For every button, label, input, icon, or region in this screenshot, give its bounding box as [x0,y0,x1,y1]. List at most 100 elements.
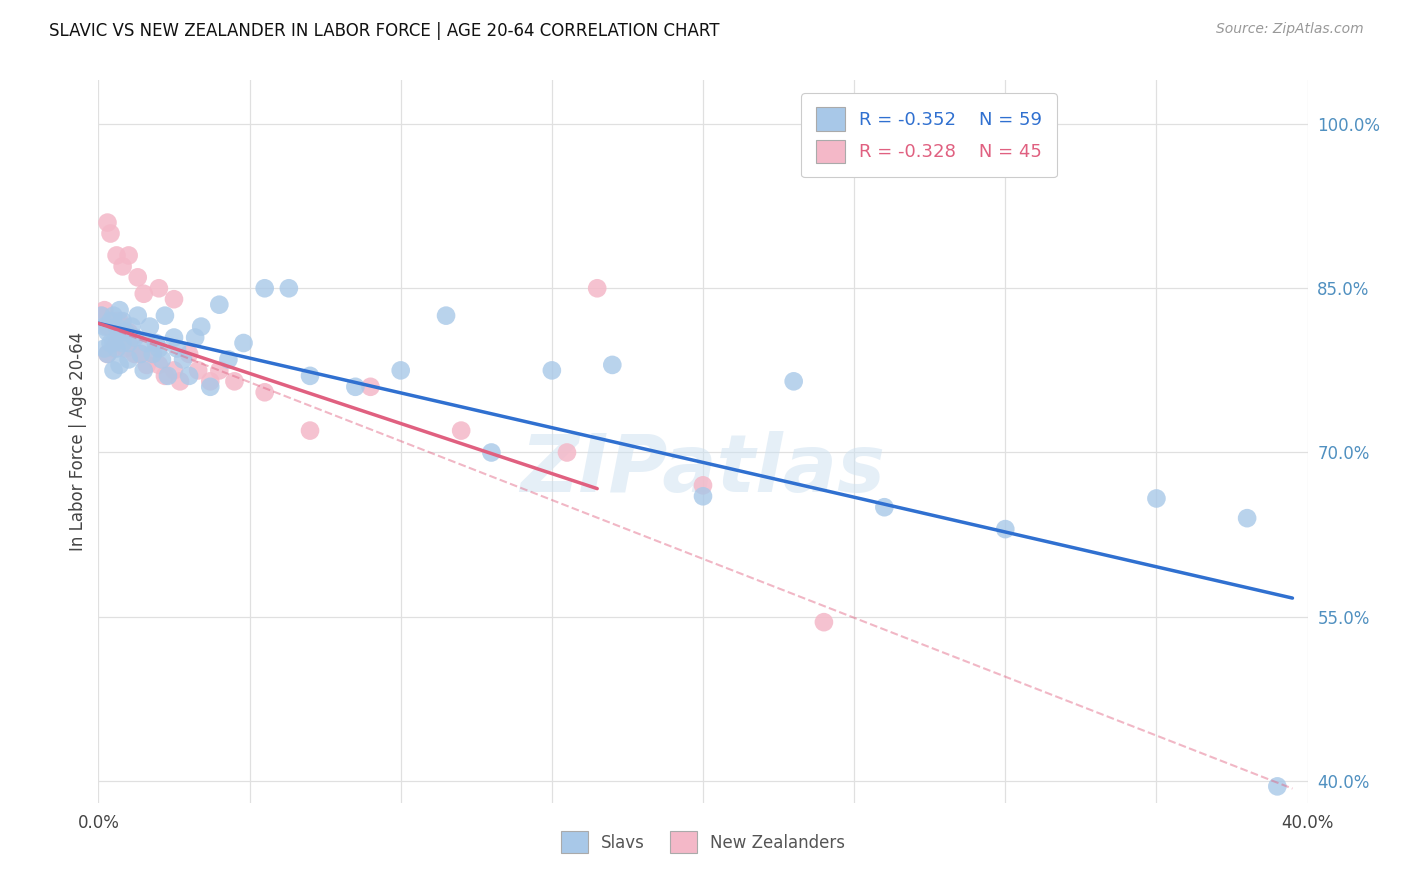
Point [200,374,222,388]
Point [179,347,201,361]
Point [813,615,835,629]
Point [692,478,714,492]
Point [108,303,131,318]
Point [208,363,231,377]
Point [163,292,186,306]
Point [103,309,125,323]
Point [96,347,118,361]
Point [121,319,143,334]
Point [96,319,118,334]
Point [105,319,128,334]
Point [142,347,165,361]
Point [105,336,128,351]
Point [360,380,382,394]
Point [1267,780,1289,794]
Point [166,342,188,356]
Point [344,380,367,394]
Point [602,358,624,372]
Point [277,281,299,295]
Legend: Slavs, New Zealanders: Slavs, New Zealanders [554,825,852,860]
Text: SLAVIC VS NEW ZEALANDER IN LABOR FORCE | AGE 20-64 CORRELATION CHART: SLAVIC VS NEW ZEALANDER IN LABOR FORCE |… [49,22,720,40]
Point [148,342,170,356]
Point [135,336,157,351]
Point [299,368,322,383]
Point [540,363,562,377]
Point [100,227,122,241]
Point [253,281,276,295]
Point [150,352,173,367]
Point [132,363,155,377]
Point [118,352,141,367]
Point [586,281,609,295]
Point [187,363,209,377]
Point [108,325,131,339]
Point [100,314,122,328]
Point [124,330,146,344]
Point [217,352,239,367]
Point [481,445,503,459]
Point [129,347,152,361]
Point [179,368,201,383]
Point [111,319,134,334]
Point [163,363,186,377]
Point [139,319,162,334]
Point [190,319,212,334]
Point [90,309,112,323]
Point [783,374,806,388]
Point [1144,491,1167,506]
Point [156,368,179,383]
Point [114,342,136,356]
Point [153,309,176,323]
Text: Source: ZipAtlas.com: Source: ZipAtlas.com [1216,22,1364,37]
Point [103,319,125,334]
Point [118,336,141,351]
Point [96,347,118,361]
Point [153,368,176,383]
Point [118,248,141,262]
Point [555,445,578,459]
Point [232,336,254,351]
Point [184,330,207,344]
Text: ZIPatlas: ZIPatlas [520,432,886,509]
Point [692,489,714,503]
Point [129,347,152,361]
Point [103,336,125,351]
Point [127,309,149,323]
Point [105,342,128,356]
Point [108,314,131,328]
Point [253,385,276,400]
Point [873,500,896,515]
Point [90,309,112,323]
Point [142,347,165,361]
Point [1236,511,1258,525]
Point [132,286,155,301]
Point [105,248,128,262]
Point [135,358,157,372]
Point [108,336,131,351]
Point [172,352,194,367]
Point [114,325,136,339]
Point [127,270,149,285]
Point [118,325,141,339]
Y-axis label: In Labor Force | Age 20-64: In Labor Force | Age 20-64 [69,332,87,551]
Point [148,281,170,295]
Point [105,314,128,328]
Point [299,424,322,438]
Point [994,522,1017,536]
Point [169,374,191,388]
Point [96,325,118,339]
Point [121,330,143,344]
Point [145,336,167,351]
Point [148,358,170,372]
Point [93,319,115,334]
Point [163,330,186,344]
Point [96,216,118,230]
Point [103,363,125,377]
Point [124,347,146,361]
Point [93,303,115,318]
Point [100,336,122,351]
Point [200,380,222,394]
Point [224,374,246,388]
Point [100,314,122,328]
Point [111,336,134,351]
